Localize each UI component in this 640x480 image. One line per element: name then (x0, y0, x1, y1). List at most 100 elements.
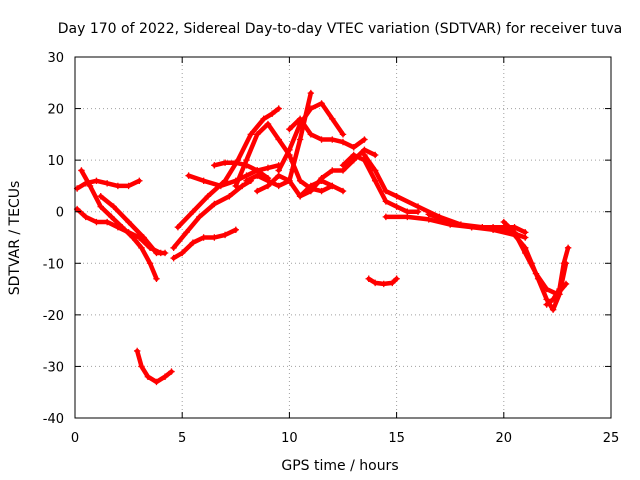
data-point (307, 187, 315, 195)
data-point (286, 146, 293, 154)
data-point (361, 151, 368, 159)
data-point (211, 200, 218, 208)
data-point (382, 213, 390, 221)
x-tick-label: 10 (281, 431, 298, 446)
data-point (371, 279, 379, 287)
data-point (196, 213, 203, 221)
series-line (134, 348, 174, 385)
data-point (350, 144, 357, 151)
data-point (93, 218, 100, 226)
data-point (393, 203, 400, 210)
data-point (264, 182, 272, 190)
data-point (125, 229, 132, 236)
data-point (522, 249, 529, 257)
data-point (365, 275, 372, 282)
data-point (564, 244, 572, 252)
y-tick-label: -30 (43, 360, 64, 375)
data-point (86, 182, 94, 190)
data-series (73, 89, 572, 386)
series-track-t (365, 275, 400, 288)
data-point (318, 100, 325, 107)
data-point (389, 279, 396, 287)
data-point (260, 115, 267, 123)
data-point (371, 177, 379, 184)
grid (75, 57, 611, 418)
data-point (211, 162, 218, 169)
series-track-k (232, 120, 336, 195)
chart-title: Day 170 of 2022, Sidereal Day-to-day VTE… (58, 21, 622, 37)
data-point (211, 234, 218, 241)
series-track-w (543, 244, 572, 308)
y-tick-label: 20 (47, 103, 64, 118)
data-point (296, 193, 304, 200)
data-point (82, 213, 89, 221)
data-point (425, 211, 432, 218)
data-point (560, 260, 568, 267)
data-point (200, 234, 207, 241)
data-point (275, 136, 282, 143)
data-point (532, 270, 540, 277)
data-point (243, 156, 250, 164)
series-track-n (275, 100, 347, 174)
series-track-g (170, 177, 255, 252)
data-point (549, 296, 557, 303)
data-point (161, 373, 169, 380)
data-point (108, 213, 115, 221)
data-point (296, 177, 304, 184)
data-point (404, 213, 411, 221)
y-tick-label: -10 (43, 257, 64, 272)
data-point (329, 182, 336, 190)
y-tick-label: -20 (43, 309, 64, 324)
x-tick-label: 0 (71, 431, 79, 446)
data-point (275, 167, 282, 174)
data-point (138, 244, 145, 252)
data-point (447, 218, 454, 226)
data-point (125, 182, 132, 190)
data-point (275, 182, 282, 190)
data-point (103, 180, 111, 187)
data-point (296, 115, 304, 123)
data-point (329, 115, 336, 123)
data-point (264, 164, 272, 172)
data-point (329, 136, 336, 143)
data-point (221, 159, 229, 166)
data-point (489, 226, 497, 233)
data-point (382, 187, 390, 195)
data-point (307, 105, 315, 112)
data-point (318, 187, 325, 195)
data-point (275, 105, 282, 112)
data-point (500, 218, 507, 226)
data-point (153, 378, 160, 386)
x-tick-label: 5 (178, 431, 186, 446)
x-tick-label: 20 (496, 431, 513, 446)
data-point (146, 260, 154, 267)
axis-ticks: 0 5 10 15 20 25 -40 -30 -20 -10 0 10 20 30 (43, 51, 620, 446)
series-line (233, 121, 335, 194)
data-point (382, 198, 390, 205)
series-track-p (296, 146, 379, 200)
series-track-q (339, 151, 422, 215)
series-track-o (286, 115, 368, 151)
data-point (183, 229, 190, 236)
data-point (170, 254, 177, 262)
data-point (217, 182, 224, 190)
data-point (329, 167, 336, 174)
data-point (226, 193, 233, 200)
data-point (371, 151, 379, 159)
data-point (161, 249, 169, 257)
data-point (125, 218, 132, 226)
data-point (286, 177, 293, 184)
data-point (247, 131, 255, 138)
data-point (543, 301, 550, 308)
data-point (97, 193, 104, 200)
data-point (254, 172, 261, 179)
data-point (221, 231, 229, 239)
data-point (97, 203, 104, 210)
data-point (204, 193, 212, 200)
data-point (189, 239, 197, 246)
plot-frame (74, 56, 612, 419)
data-point (307, 89, 315, 97)
data-point (140, 234, 147, 241)
data-point (318, 136, 325, 143)
data-point (168, 368, 175, 375)
